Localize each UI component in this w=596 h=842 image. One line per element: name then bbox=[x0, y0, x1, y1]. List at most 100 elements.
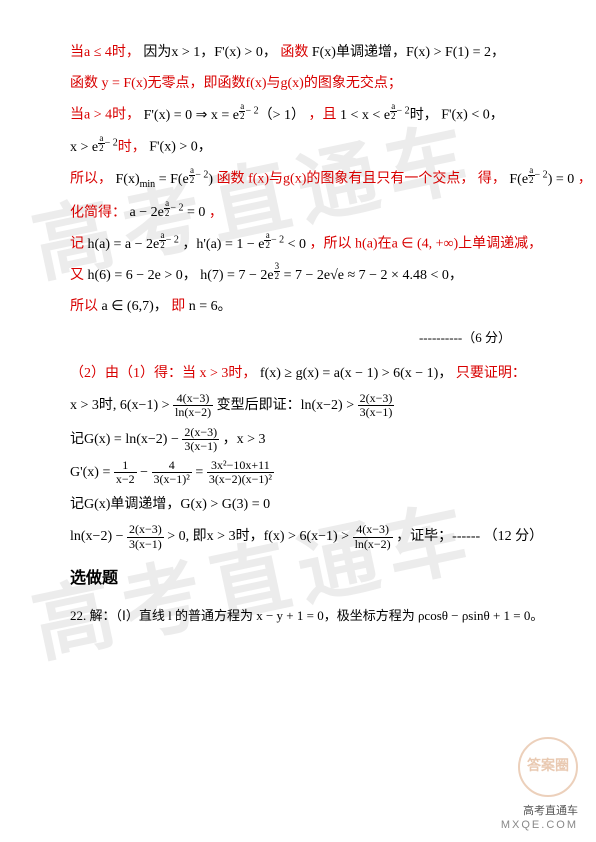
exp-3: a2 bbox=[98, 134, 105, 153]
l3d-pre: 1 < x < e bbox=[340, 108, 390, 123]
l5b-min: min bbox=[140, 179, 156, 190]
line-15: ln(x−2) − 2(x−3)3(x−1) > 0, 即x > 3时，f(x)… bbox=[70, 523, 551, 550]
l5b-mid: = F(e bbox=[155, 172, 189, 187]
exp-6: a2 bbox=[164, 199, 171, 218]
line-16: 22. 解：（Ⅰ）直线 l 的普通方程为 x − y + 1 = 0，极坐标方程… bbox=[70, 604, 551, 627]
l5b-pre: F(x) bbox=[116, 172, 140, 187]
exp-8: a2 bbox=[264, 231, 271, 250]
l4b: F'(x) > 0， bbox=[149, 140, 212, 155]
l13a: G'(x) = bbox=[70, 465, 114, 480]
l1a: 当a ≤ 4时， bbox=[70, 45, 140, 60]
line-12: 记G(x) = ln(x−2) − 2(x−3)3(x−1) ，x > 3 bbox=[70, 426, 551, 453]
l3b-post: （> 1） bbox=[259, 108, 305, 123]
l3d-post: 时， bbox=[410, 108, 438, 123]
l15a: ln(x−2) − bbox=[70, 529, 127, 544]
exp3s: − 2 bbox=[105, 137, 118, 148]
l1d: F(x)单调递增，F(x) > F(1) = 2， bbox=[312, 45, 505, 60]
l15c: ，证毕；------ （12 分） bbox=[396, 529, 543, 544]
f151d: 3(x−1) bbox=[127, 538, 164, 551]
l15b: > 0, 即x > 3时，f(x) > 6(x−1) > bbox=[167, 529, 352, 544]
l13c: = bbox=[195, 465, 206, 480]
l6c: ， bbox=[209, 205, 223, 220]
l10c: f(x) ≥ g(x) = a(x − 1) > 6(x − 1)， bbox=[260, 366, 452, 381]
exp1s: − 2 bbox=[245, 105, 258, 116]
l8b: h(6) = 6 − 2e > 0， bbox=[88, 268, 197, 283]
l9b: a ∈ (6,7)， bbox=[102, 299, 168, 314]
l7d: ，所以 bbox=[310, 237, 352, 252]
l3a: 当a > 4时， bbox=[70, 108, 140, 123]
exp4s: − 2 bbox=[195, 169, 208, 180]
exp-4: a2 bbox=[189, 166, 196, 185]
exp7s: − 2 bbox=[166, 234, 179, 245]
l10d: 只要证明： bbox=[456, 366, 526, 381]
logo-circle: 答案圈 bbox=[518, 737, 578, 797]
exp-7: a2 bbox=[159, 231, 166, 250]
l5f-post: ) = 0 bbox=[548, 172, 575, 187]
l10b: x > 3时， bbox=[200, 366, 257, 381]
f132d: 3(x−1)² bbox=[152, 473, 192, 486]
exp9d: 2 bbox=[274, 272, 281, 281]
l5d: f(x)与g(x)的图象有且只有一个交点， bbox=[248, 172, 474, 187]
l4a-post: 时， bbox=[118, 140, 146, 155]
line-13: G'(x) = 1x−2 − 43(x−1)² = 3x²−10x+113(x−… bbox=[70, 459, 551, 486]
l3b: F'(x) = 0 ⇒ x = ea2− 2（> 1） bbox=[144, 108, 309, 123]
page-content: 当a ≤ 4时， 因为x > 1，F'(x) > 0， 函数 F(x)单调递增，… bbox=[0, 0, 596, 673]
l7e: h(a)在a ∈ (4, +∞)上单调递减， bbox=[355, 237, 542, 252]
l1b: 因为x > 1，F'(x) > 0， bbox=[143, 45, 276, 60]
line-10: （2）由（1）得：当 x > 3时， f(x) ≥ g(x) = a(x − 1… bbox=[70, 361, 551, 386]
exp-5: a2 bbox=[528, 166, 535, 185]
f151n: 2(x−3) bbox=[127, 523, 164, 537]
f12d: 3(x−1) bbox=[182, 440, 219, 453]
l12b: ，x > 3 bbox=[223, 431, 266, 446]
l5b: F(x)min = F(ea2− 2) bbox=[116, 172, 217, 187]
l2a: 函数 bbox=[70, 76, 98, 91]
line-14: 记G(x)单调递增，G(x) > G(3) = 0 bbox=[70, 492, 551, 517]
f131n: 1 bbox=[114, 459, 137, 473]
l8c: h(7) = 7 − 2e32 = 7 − 2e√e ≈ 7 − 2 × 4.4… bbox=[200, 268, 463, 283]
frac-15-2: 4(x−3)ln(x−2) bbox=[353, 523, 393, 550]
exp1d: 2 bbox=[239, 112, 246, 121]
exp4d: 2 bbox=[189, 176, 196, 185]
exp-1: a2 bbox=[239, 102, 246, 121]
line-11: x > 3时, 6(x−1) > 4(x−3)ln(x−2) 变型后即证：ln(… bbox=[70, 392, 551, 419]
exp2d: 2 bbox=[390, 112, 397, 121]
l2b: y = F(x)无零点，即函数f(x)与g(x)的图象无交点； bbox=[102, 76, 402, 91]
l5c: 函数 bbox=[217, 172, 245, 187]
f11-2n: 2(x−3) bbox=[358, 392, 395, 406]
l8c-pre: h(7) = 7 − 2e bbox=[200, 268, 273, 283]
line-7: 记 h(a) = a − 2ea2− 2 ，h'(a) = 1 − ea2− 2… bbox=[70, 231, 551, 257]
l11b: 变型后即证：ln(x−2) > bbox=[217, 398, 358, 413]
l6b: a − 2ea2− 2 = 0 bbox=[130, 205, 209, 220]
frac-13-3: 3x²−10x+113(x−2)(x−1)² bbox=[207, 459, 274, 486]
l9c: 即 bbox=[171, 299, 185, 314]
f133n: 3x²−10x+11 bbox=[207, 459, 274, 473]
frac-12: 2(x−3)3(x−1) bbox=[182, 426, 219, 453]
l7b-pre: h(a) = a − 2e bbox=[88, 237, 160, 252]
l4a-pre: x > e bbox=[70, 140, 98, 155]
frac-13-2: 43(x−1)² bbox=[152, 459, 192, 486]
line-2: 函数 y = F(x)无零点，即函数f(x)与g(x)的图象无交点； bbox=[70, 71, 551, 96]
exp8s: − 2 bbox=[271, 234, 284, 245]
f152n: 4(x−3) bbox=[353, 523, 393, 537]
l5g: ， bbox=[578, 172, 592, 187]
exp-2: a2 bbox=[390, 102, 397, 121]
frac-13-1: 1x−2 bbox=[114, 459, 137, 486]
section-title: 选做题 bbox=[70, 565, 551, 594]
f11-1n: 4(x−3) bbox=[173, 392, 213, 406]
l7c-post: < 0 bbox=[284, 237, 306, 252]
l12a: 记G(x) = ln(x−2) − bbox=[70, 431, 182, 446]
line-8: 又 h(6) = 6 − 2e > 0， h(7) = 7 − 2e32 = 7… bbox=[70, 263, 551, 288]
l5f-pre: F(e bbox=[509, 172, 528, 187]
f12n: 2(x−3) bbox=[182, 426, 219, 440]
l4a: x > ea2− 2时， bbox=[70, 140, 149, 155]
l5f: F(ea2− 2) = 0 bbox=[509, 172, 577, 187]
l5e: 得， bbox=[478, 172, 506, 187]
frac-11-1: 4(x−3)ln(x−2) bbox=[173, 392, 213, 419]
l9d: n = 6。 bbox=[189, 299, 232, 314]
footer-url: MXQE.COM bbox=[501, 816, 578, 836]
f11-2d: 3(x−1) bbox=[358, 406, 395, 419]
l6a: 化简得： bbox=[70, 205, 126, 220]
exp2s: − 2 bbox=[397, 105, 410, 116]
score-1: ----------（6 分） bbox=[70, 326, 551, 349]
exp-9: 32 bbox=[274, 262, 281, 281]
